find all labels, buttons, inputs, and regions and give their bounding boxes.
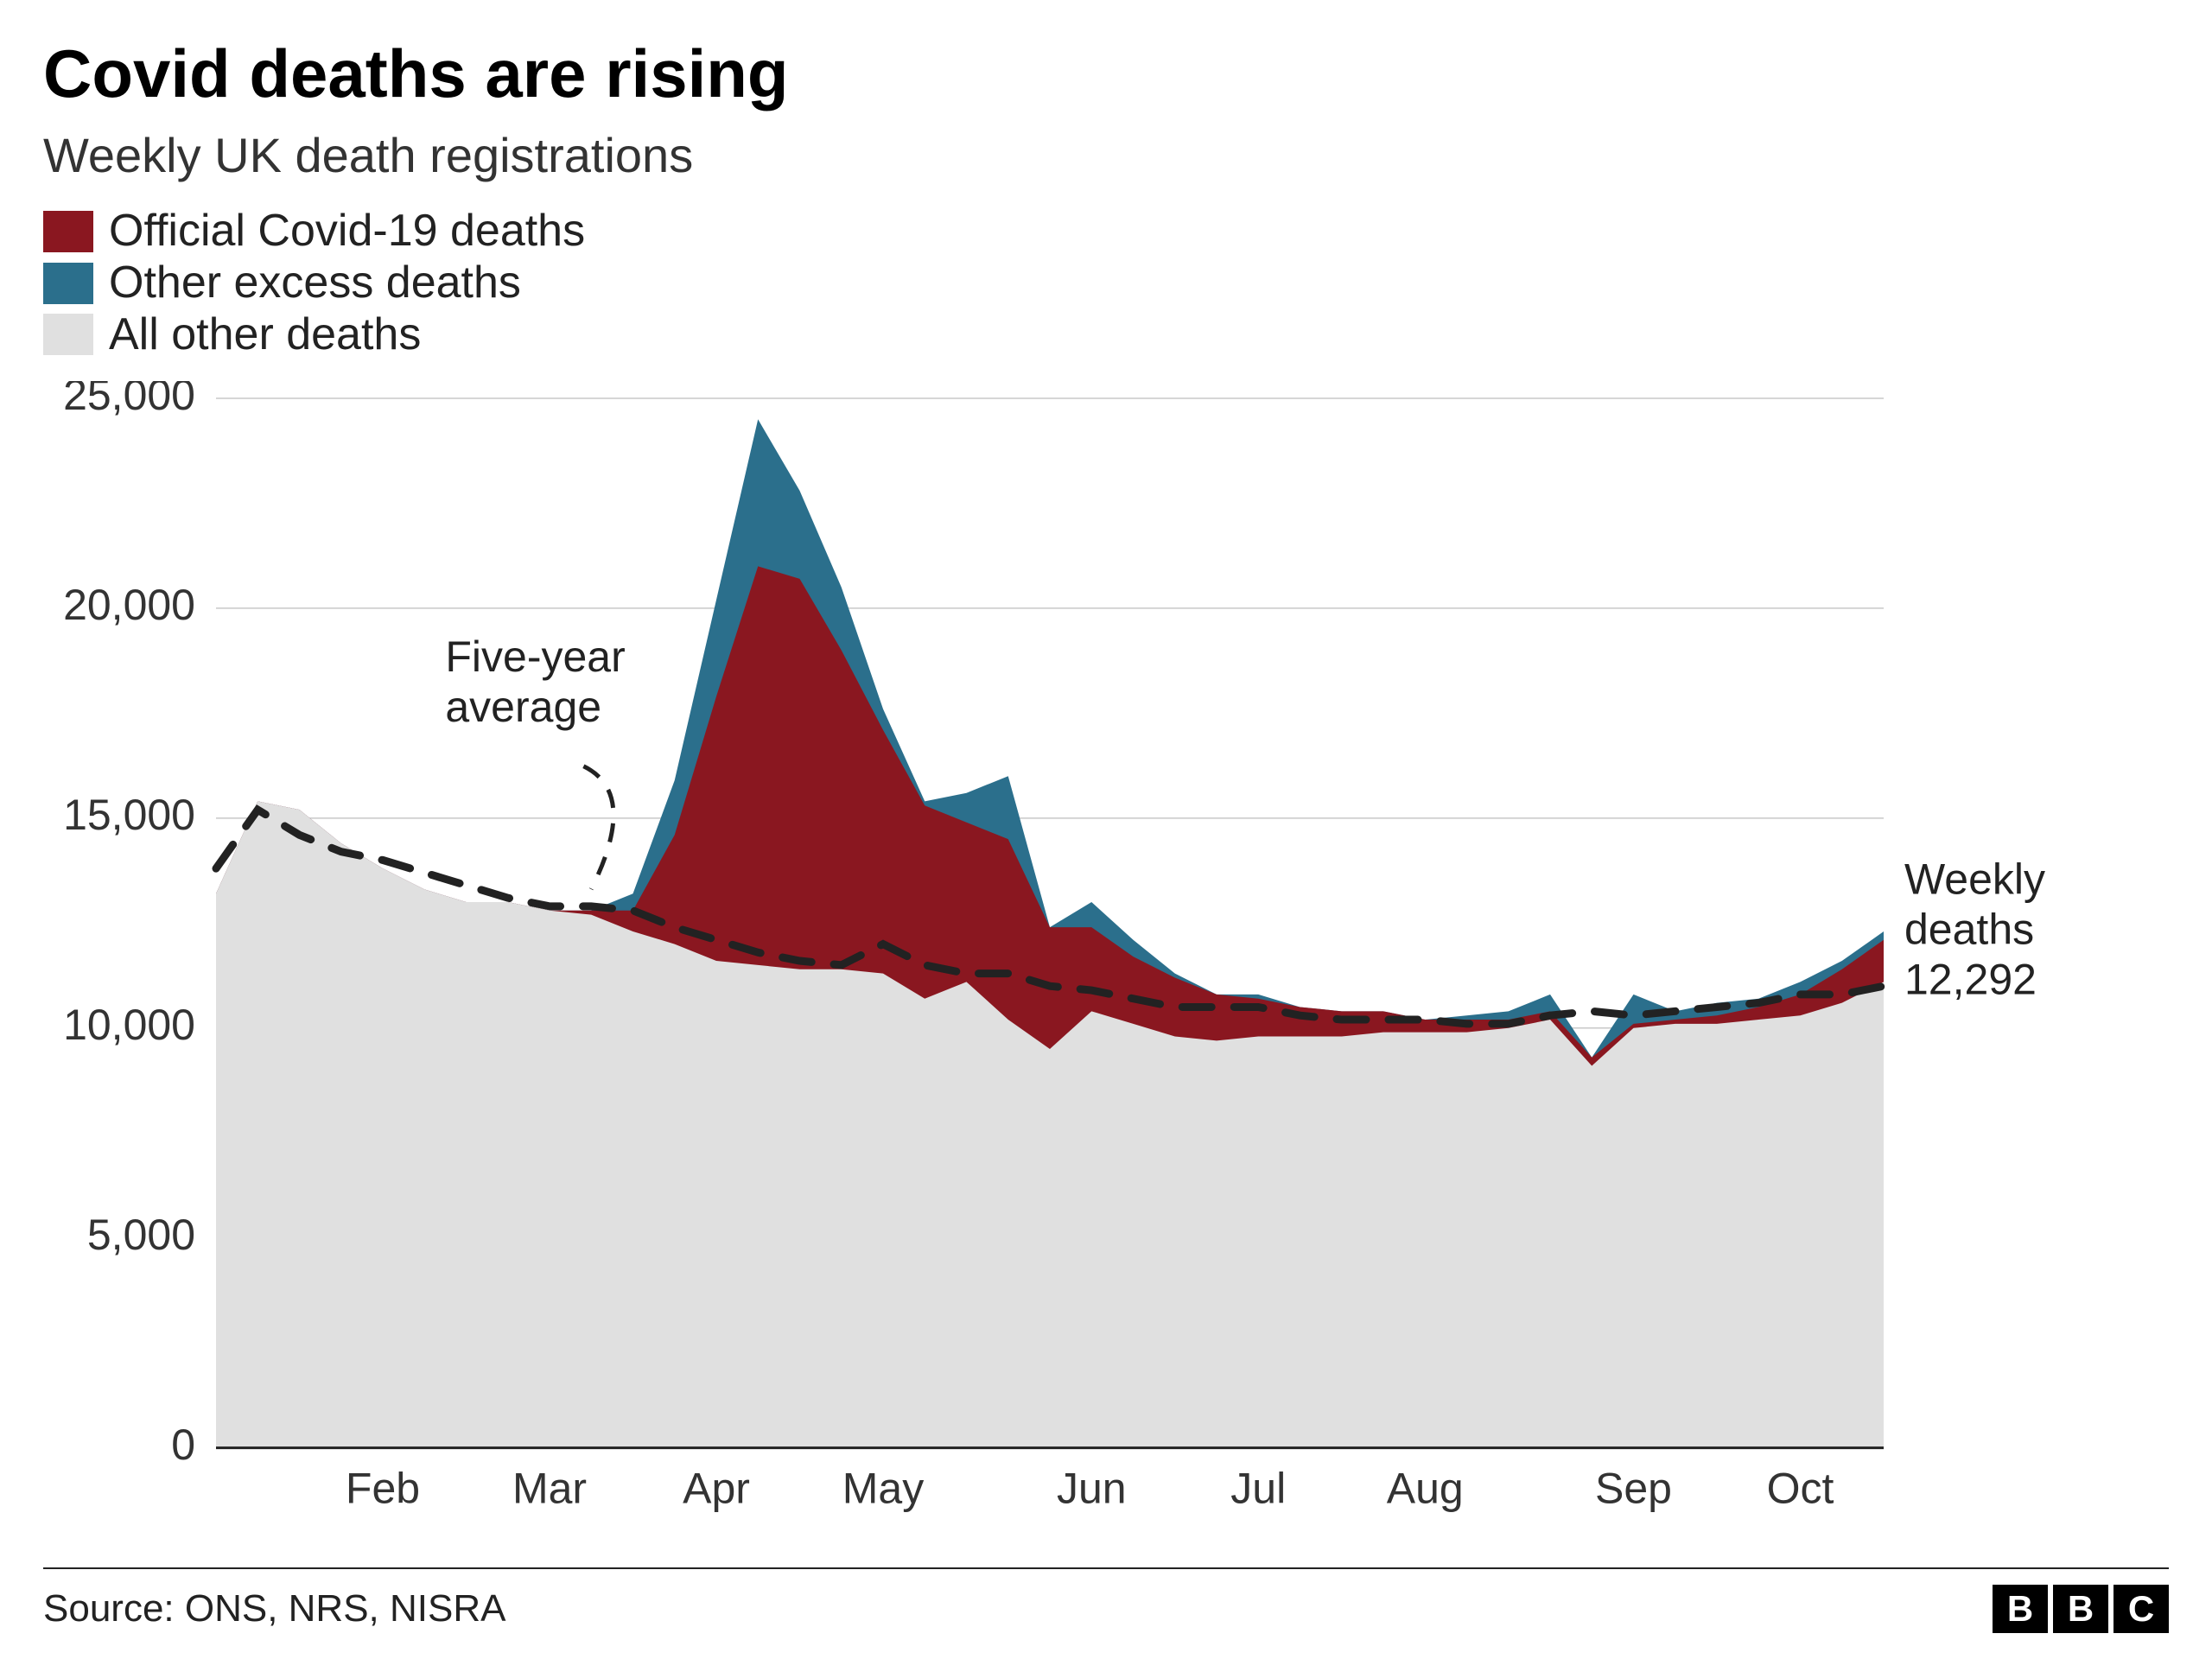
chart-footer: Source: ONS, NRS, NISRA B B C	[43, 1567, 2169, 1633]
legend: Official Covid-19 deaths Other excess de…	[43, 206, 2169, 360]
chart-subtitle: Weekly UK death registrations	[43, 127, 2169, 183]
svg-text:Feb: Feb	[346, 1465, 420, 1513]
source-text: Source: ONS, NRS, NISRA	[43, 1587, 505, 1630]
svg-text:Oct: Oct	[1767, 1465, 1834, 1513]
legend-label: Other excess deaths	[109, 257, 521, 309]
svg-text:Mar: Mar	[512, 1465, 587, 1513]
legend-swatch-other	[43, 314, 93, 355]
svg-text:5,000: 5,000	[87, 1211, 195, 1259]
bbc-logo: B B C	[1993, 1585, 2169, 1633]
legend-label: All other deaths	[109, 309, 421, 361]
logo-letter: B	[2053, 1585, 2108, 1633]
svg-text:Aug: Aug	[1387, 1465, 1464, 1513]
svg-text:20,000: 20,000	[63, 582, 195, 630]
legend-swatch-excess	[43, 263, 93, 304]
logo-letter: C	[2113, 1585, 2169, 1633]
svg-text:May: May	[842, 1465, 924, 1513]
legend-item: Official Covid-19 deaths	[43, 206, 2169, 257]
svg-text:Jul: Jul	[1230, 1465, 1286, 1513]
chart-title: Covid deaths are rising	[43, 35, 2169, 113]
legend-label: Official Covid-19 deaths	[109, 206, 585, 257]
svg-text:12,292: 12,292	[1904, 956, 2037, 1004]
svg-text:15,000: 15,000	[63, 791, 195, 839]
svg-text:deaths: deaths	[1904, 906, 2034, 954]
svg-text:Weekly: Weekly	[1904, 855, 2045, 904]
svg-text:10,000: 10,000	[63, 1001, 195, 1049]
chart-svg: 0 5,000 10,000 15,000 20,000 25,000 Feb Mar Apr M…	[43, 381, 2169, 1543]
svg-text:Apr: Apr	[683, 1465, 750, 1513]
svg-text:average: average	[445, 683, 601, 731]
legend-swatch-covid	[43, 211, 93, 252]
svg-text:Jun: Jun	[1057, 1465, 1127, 1513]
chart-plot-area: 0 5,000 10,000 15,000 20,000 25,000 Feb Mar Apr M…	[43, 381, 2169, 1543]
svg-text:0: 0	[171, 1421, 195, 1469]
svg-text:Sep: Sep	[1595, 1465, 1672, 1513]
svg-text:Five-year: Five-year	[445, 632, 625, 681]
legend-item: Other excess deaths	[43, 257, 2169, 309]
legend-item: All other deaths	[43, 309, 2169, 361]
logo-letter: B	[1993, 1585, 2048, 1633]
svg-text:25,000: 25,000	[63, 381, 195, 419]
chart-container: Covid deaths are rising Weekly UK death …	[0, 0, 2212, 1659]
